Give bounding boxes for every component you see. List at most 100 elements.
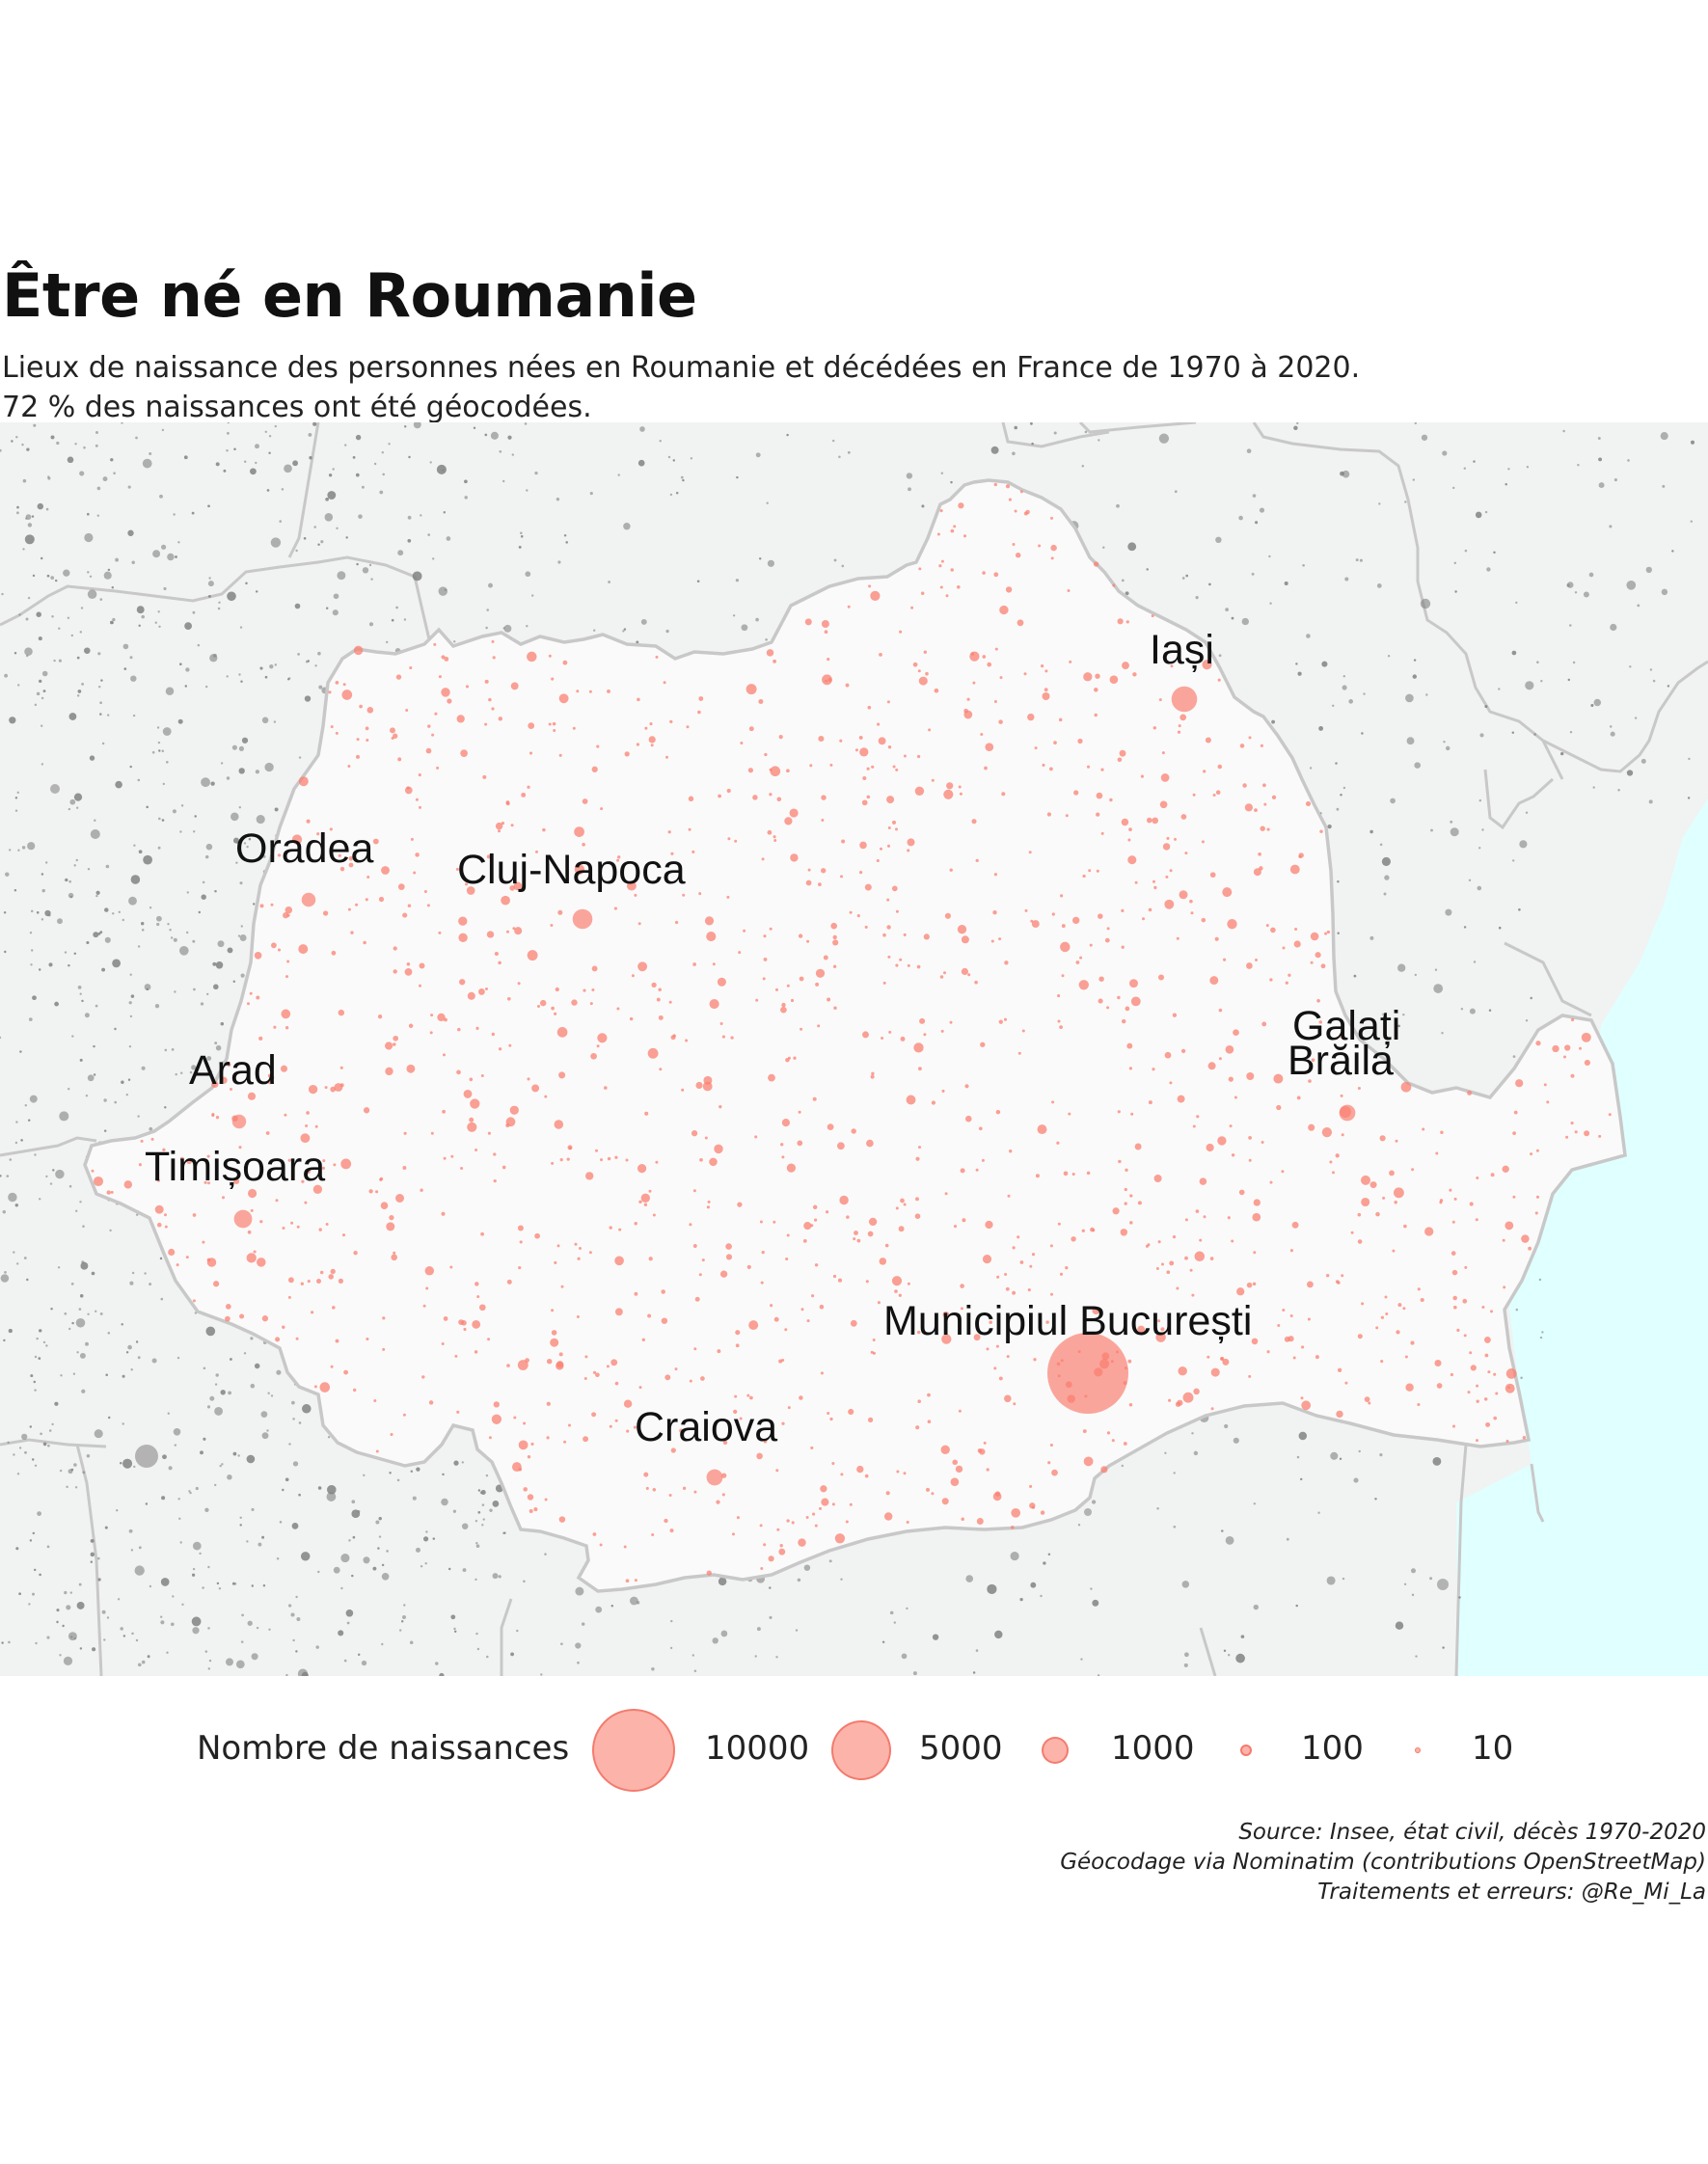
birthplace-point [550,924,554,927]
legend-title: Nombre de naissances [197,1729,570,1768]
foreign-birthplace-point [217,940,225,948]
birthplace-point [1169,1260,1175,1266]
birthplace-point [880,847,882,851]
birthplace-point [1060,941,1071,953]
birthplace-point [818,882,822,886]
birthplace-point [1326,930,1331,934]
foreign-birthplace-point [32,1592,35,1596]
birthplace-point [458,916,468,926]
birthplace-point [281,1009,291,1019]
birthplace-point [1117,1110,1121,1114]
foreign-birthplace-point [172,809,176,814]
foreign-birthplace-point [233,447,236,451]
birthplace-point [719,1021,723,1026]
foreign-birthplace-point [137,778,141,782]
black-sea [1456,798,1708,1676]
birthplace-point [975,858,979,863]
foreign-birthplace-point [46,574,50,578]
foreign-birthplace-point [247,1620,253,1626]
source-line3: Traitements et erreurs: @Re_Mi_La [1317,1880,1706,1905]
foreign-birthplace-point [1538,1278,1542,1282]
foreign-birthplace-point [97,1578,101,1582]
birthplace-point [1017,619,1024,627]
birthplace-point [1092,1307,1100,1315]
foreign-birthplace-point [47,476,51,480]
foreign-birthplace-point [1533,733,1537,736]
birthplace-point [682,893,686,897]
foreign-birthplace-point [531,594,534,597]
foreign-birthplace-point [69,1591,73,1594]
birthplace-point [672,1034,676,1038]
birthplace-point [1086,765,1091,769]
birthplace-point [1248,736,1252,740]
foreign-birthplace-point [901,1653,908,1660]
foreign-birthplace-point [255,770,260,774]
foreign-birthplace-point [122,1374,125,1378]
foreign-birthplace-point [415,1547,421,1553]
birthplace-point [709,999,719,1010]
birthplace-point [647,1313,652,1318]
birthplace-point [616,858,620,862]
birthplace-point [1061,924,1066,929]
birthplace-point [385,1041,393,1050]
birthplace-point [415,852,420,857]
foreign-birthplace-point [237,934,241,937]
foreign-birthplace-point [70,1468,74,1472]
foreign-birthplace-point [146,805,149,809]
foreign-birthplace-point [3,911,7,914]
birthplace-point [993,482,997,487]
foreign-birthplace-point [138,624,141,627]
birthplace-point [563,1440,567,1444]
foreign-birthplace-point [388,443,391,446]
birthplace-point [1450,1251,1456,1256]
foreign-birthplace-point [215,1044,222,1051]
birthplace-point [1246,1282,1253,1288]
birthplace-point [591,766,598,772]
birthplace-point [1157,1240,1161,1244]
foreign-birthplace-point [44,909,51,917]
birthplace-point [859,747,869,757]
foreign-birthplace-point [912,1671,917,1676]
foreign-birthplace-point [68,807,71,811]
foreign-birthplace-point [262,854,266,858]
birthplace-point [1231,1153,1235,1157]
foreign-birthplace-point [1191,1432,1194,1435]
birthplace-point [1266,1350,1270,1354]
birthplace-point [482,774,487,779]
foreign-birthplace-point [1127,542,1137,552]
foreign-birthplace-point [87,571,90,574]
birthplace-point [740,742,744,744]
birthplace-point [1160,1262,1165,1266]
birthplace-point [488,1436,492,1440]
birthplace-point [738,951,742,955]
foreign-birthplace-point [15,1547,19,1551]
birthplace-point [1403,1224,1407,1229]
foreign-birthplace-point [343,1659,347,1663]
birthplace-point [1271,795,1277,799]
birthplace-point [330,1268,336,1275]
birthplace-point [1148,907,1152,912]
foreign-birthplace-point [803,1564,811,1571]
foreign-birthplace-point [154,621,157,624]
birthplace-point [785,1257,789,1261]
foreign-birthplace-point [161,428,165,432]
birthplace-point [501,895,510,906]
birthplace-point [1019,1260,1024,1264]
birthplace-point [1057,1019,1061,1023]
foreign-birthplace-point [59,1654,62,1657]
legend-circle-100 [1240,1745,1252,1756]
foreign-birthplace-point [1379,1453,1383,1457]
foreign-birthplace-point [156,915,162,922]
birthplace-point [306,1111,310,1115]
birthplace-point [220,1076,228,1084]
birthplace-point [736,1516,740,1520]
birthplace-point [420,1188,423,1192]
foreign-birthplace-point [121,421,123,424]
foreign-birthplace-point [111,586,115,589]
foreign-birthplace-point [191,511,195,515]
foreign-birthplace-point [1450,820,1453,824]
foreign-birthplace-point [235,861,238,864]
birthplace-point [1368,1401,1371,1405]
birthplace-point [393,733,398,739]
birthplace-point [892,765,896,769]
